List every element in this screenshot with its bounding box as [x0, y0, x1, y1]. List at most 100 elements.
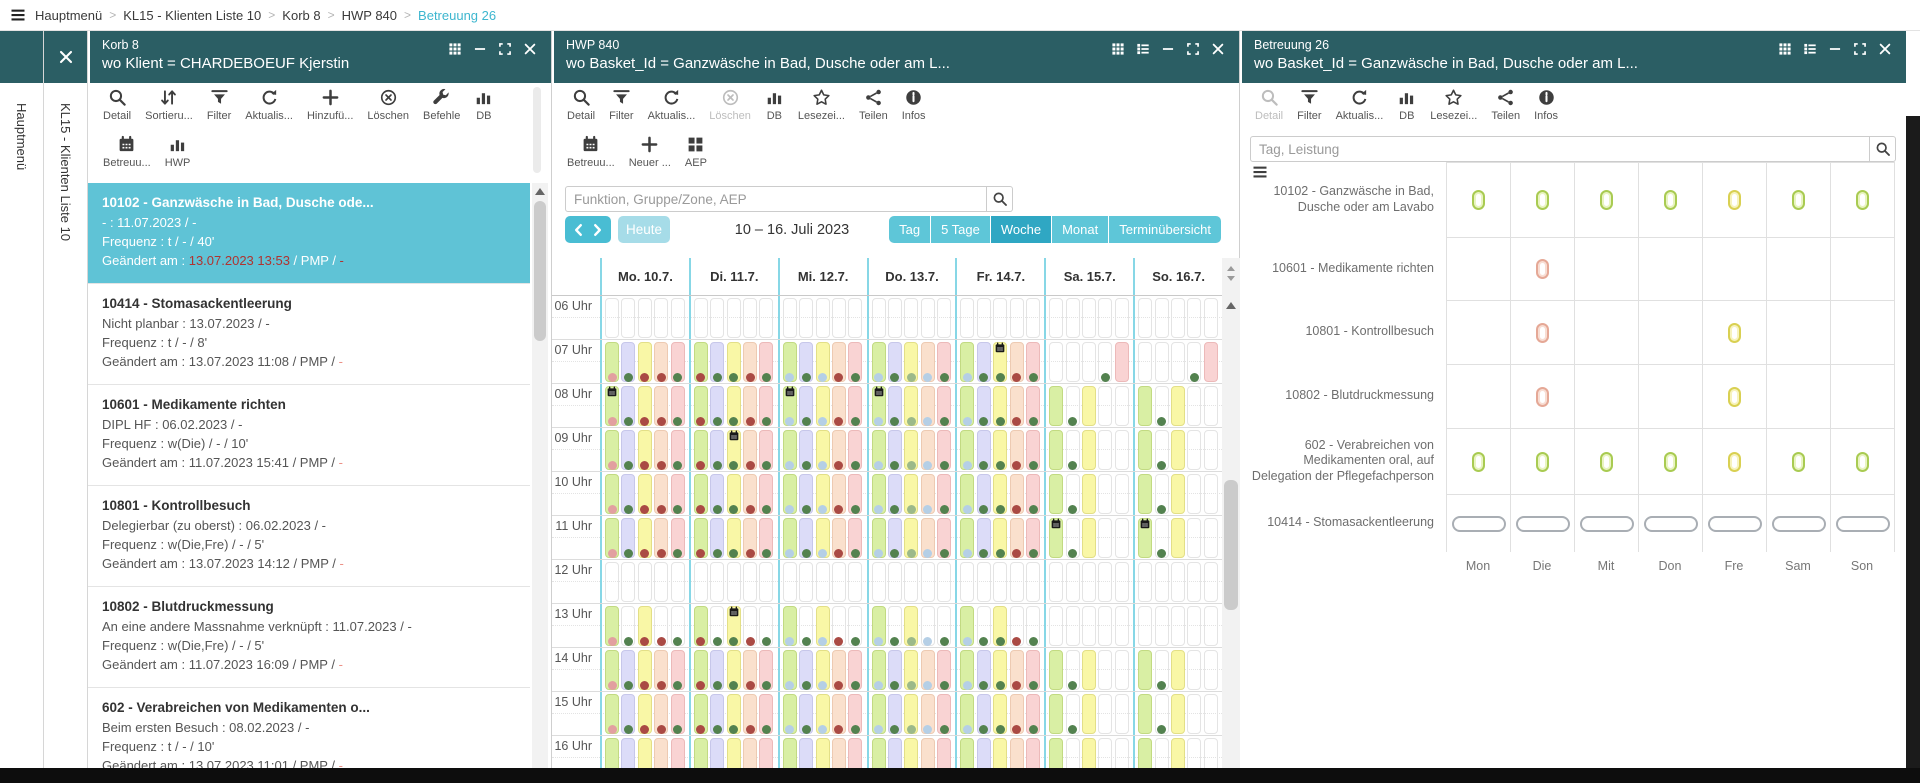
matrix-cell[interactable] — [1446, 428, 1510, 494]
view-button-terminübersicht[interactable]: Terminübersicht — [1109, 216, 1221, 243]
toolbar-button-löschen[interactable]: Löschen — [360, 83, 416, 122]
calendar-cell[interactable] — [600, 560, 689, 603]
matrix-cell[interactable] — [1446, 237, 1510, 300]
matrix-cell[interactable] — [1574, 364, 1638, 428]
toolbar-button-db[interactable]: DB — [758, 83, 791, 122]
calendar-cell[interactable] — [600, 648, 689, 691]
appointment-bar[interactable] — [1170, 649, 1185, 690]
collapsed-tab-header[interactable] — [44, 31, 87, 83]
matrix-cell[interactable] — [1638, 300, 1702, 364]
matrix-cell[interactable] — [1830, 300, 1894, 364]
breadcrumb-item-betreuung-26[interactable]: Betreuung 26 — [418, 7, 497, 23]
function-search-input[interactable] — [565, 186, 987, 212]
matrix-cell[interactable] — [1766, 364, 1830, 428]
prev-next-buttons[interactable] — [565, 216, 611, 243]
calendar-cell[interactable] — [866, 472, 956, 515]
toolbar-button-löschen[interactable]: Löschen — [702, 83, 758, 122]
collapsed-tab-header[interactable] — [0, 31, 43, 83]
calendar-cell[interactable] — [1133, 472, 1222, 515]
calendar-cell[interactable] — [955, 516, 1044, 559]
calendar-cell[interactable] — [600, 296, 689, 339]
calendar-event-icon[interactable] — [606, 386, 618, 398]
appointment-bar[interactable] — [1082, 385, 1097, 426]
day-header-so-16-7[interactable]: So. 16.7. — [1133, 258, 1222, 295]
calendar-cell[interactable] — [688, 692, 778, 735]
toolbar-button-aktualis[interactable]: Aktualis... — [238, 83, 300, 122]
grid9-icon[interactable] — [448, 42, 462, 56]
close-icon[interactable] — [1878, 42, 1892, 56]
task-card-10802[interactable]: 10802 - Blutdruckmessung An eine andere M… — [88, 586, 530, 687]
matrix-cell[interactable] — [1702, 162, 1766, 237]
day-header-do-13-7[interactable]: Do. 13.7. — [866, 258, 956, 295]
calendar-cell[interactable] — [777, 648, 867, 691]
calendar-cell[interactable] — [1044, 560, 1133, 603]
scrollbar-thumb[interactable] — [534, 201, 546, 341]
calendar-cell[interactable] — [955, 296, 1044, 339]
maximize-icon[interactable] — [498, 42, 512, 56]
toolbar-button-db[interactable]: DB — [467, 83, 500, 122]
calendar-cell[interactable] — [777, 692, 867, 735]
scroll-mini-down-icon[interactable] — [1227, 276, 1235, 281]
matrix-cell[interactable] — [1638, 162, 1702, 237]
calendar-cell[interactable] — [866, 340, 956, 383]
matrix-menu-hamburger-icon[interactable] — [1252, 164, 1268, 180]
matrix-cell[interactable] — [1830, 237, 1894, 300]
calendar-cell[interactable] — [777, 736, 867, 779]
calendar-cell[interactable] — [600, 604, 689, 647]
calendar-cell[interactable] — [955, 560, 1044, 603]
toolbar-button-sortieru[interactable]: Sortieru... — [138, 83, 200, 122]
matrix-cell[interactable] — [1574, 162, 1638, 237]
calendar-cell[interactable] — [688, 428, 778, 471]
minus-icon[interactable] — [473, 42, 487, 56]
matrix-cell[interactable] — [1574, 237, 1638, 300]
search-button[interactable] — [1870, 136, 1896, 162]
calendar-cell[interactable] — [1133, 560, 1222, 603]
calendar-cell[interactable] — [688, 648, 778, 691]
appointment-bar[interactable] — [1170, 385, 1185, 426]
calendar-cell[interactable] — [777, 604, 867, 647]
list-scrollbar[interactable] — [532, 183, 548, 783]
toolbar-button-filter[interactable]: Filter — [200, 83, 238, 122]
view-button-monat[interactable]: Monat — [1052, 216, 1109, 243]
calendar-cell[interactable] — [600, 692, 689, 735]
grid9-icon[interactable] — [1111, 42, 1125, 56]
close-icon[interactable] — [1211, 42, 1225, 56]
maximize-icon[interactable] — [1853, 42, 1867, 56]
breadcrumb-item-hauptmenü[interactable]: Hauptmenü — [35, 7, 103, 23]
scroll-up-icon[interactable] — [535, 188, 545, 195]
toolbar-button-aktualis[interactable]: Aktualis... — [1329, 83, 1391, 122]
collapsed-tab-hauptmenu[interactable]: Hauptmenü — [0, 31, 44, 768]
calendar-cell[interactable] — [1133, 384, 1222, 427]
scrollbar-thumb[interactable] — [1224, 480, 1238, 610]
matrix-cell[interactable] — [1702, 300, 1766, 364]
appointment-bar[interactable] — [1049, 429, 1064, 470]
toolbar-button-neuer[interactable]: Neuer ... — [622, 130, 678, 169]
calendar-cell[interactable] — [866, 604, 956, 647]
appointment-bar[interactable] — [1170, 517, 1185, 558]
grid9-icon[interactable] — [1778, 42, 1792, 56]
calendar-cell[interactable] — [1044, 648, 1133, 691]
calendar-event-icon[interactable] — [784, 386, 796, 398]
calendar-cell[interactable] — [1133, 692, 1222, 735]
calendar-cell[interactable] — [955, 428, 1044, 471]
matrix-cell[interactable] — [1510, 428, 1574, 494]
calendar-cell[interactable] — [600, 428, 689, 471]
appointment-bar[interactable] — [1203, 341, 1218, 382]
matrix-cell[interactable] — [1510, 162, 1574, 237]
calendar-cell[interactable] — [1133, 516, 1222, 559]
matrix-cell[interactable] — [1766, 162, 1830, 237]
appointment-bar[interactable] — [1138, 473, 1153, 514]
calendar-cell[interactable] — [688, 472, 778, 515]
appointment-bar[interactable] — [1138, 693, 1153, 734]
listrows-icon[interactable] — [1136, 42, 1150, 56]
appointment-bar[interactable] — [1138, 385, 1153, 426]
today-button[interactable]: Heute — [618, 216, 670, 243]
minus-icon[interactable] — [1828, 42, 1842, 56]
minus-icon[interactable] — [1161, 42, 1175, 56]
calendar-cell[interactable] — [866, 560, 956, 603]
close-icon[interactable] — [58, 49, 74, 65]
day-header-mo-10-7[interactable]: Mo. 10.7. — [600, 258, 689, 295]
calendar-cell[interactable] — [955, 604, 1044, 647]
calendar-cell[interactable] — [955, 340, 1044, 383]
appointment-bar[interactable] — [1049, 385, 1064, 426]
